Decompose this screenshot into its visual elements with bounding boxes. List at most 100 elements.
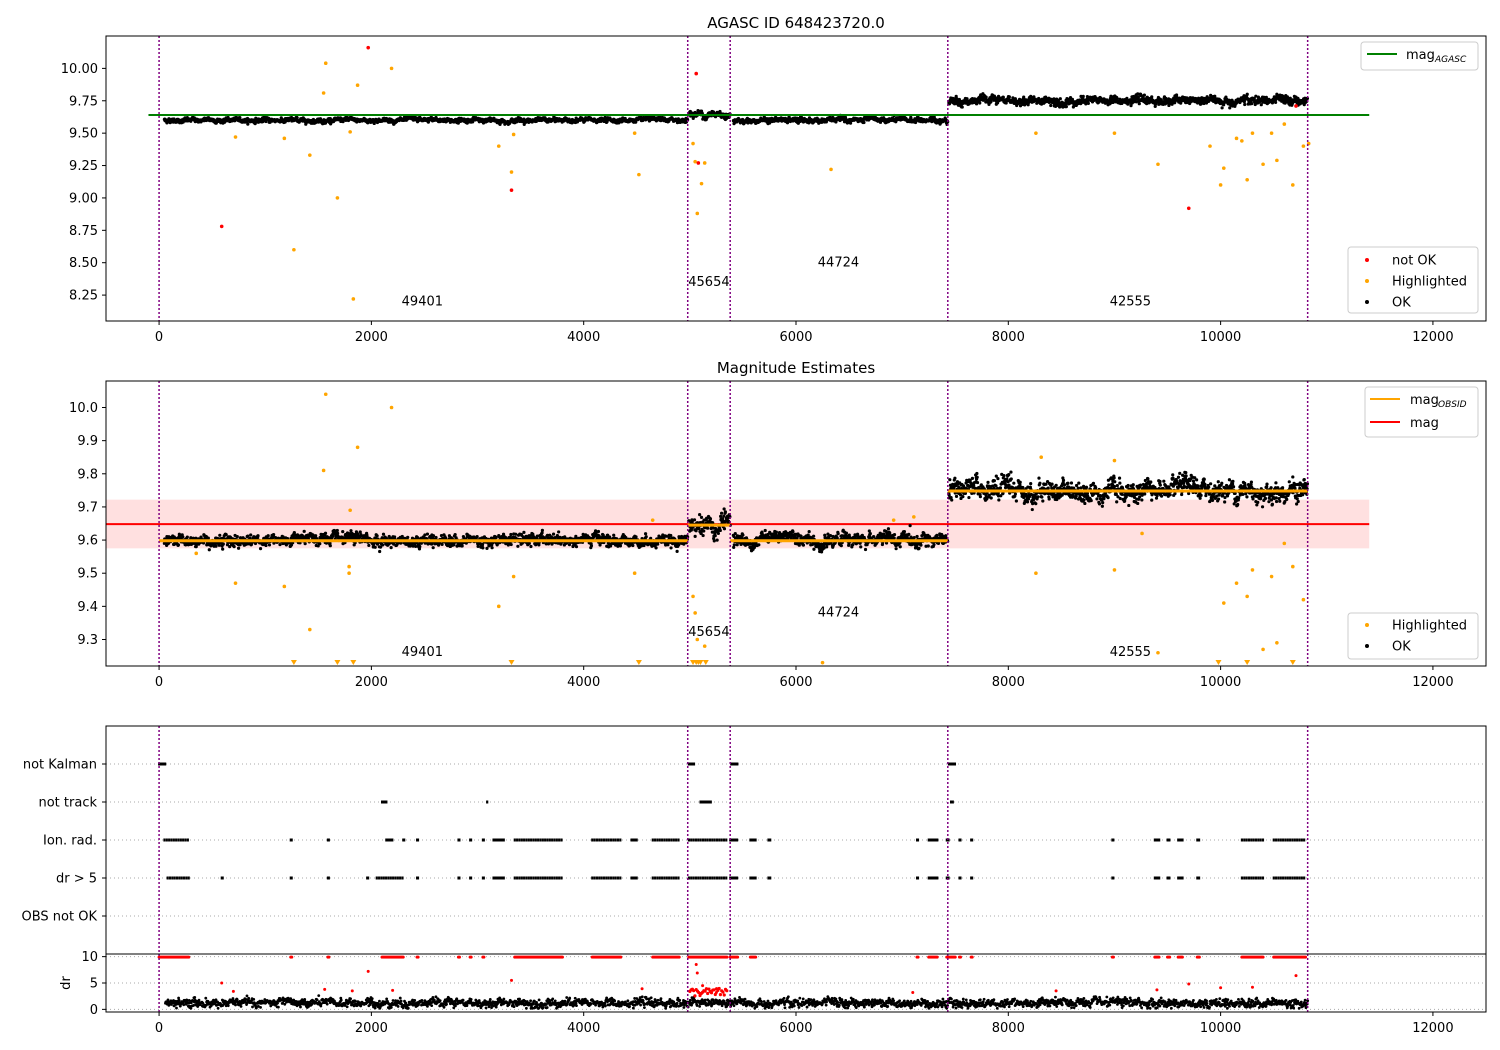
- highlighted-point: [1269, 131, 1274, 135]
- ok-point: [960, 105, 964, 109]
- ok-point: [406, 535, 410, 539]
- ok-point: [185, 535, 189, 539]
- not-ok-point: [366, 45, 371, 50]
- y-tick-label: 9.50: [69, 127, 98, 142]
- ok-point: [349, 529, 353, 533]
- panel-magnitude-estimates: Magnitude Estimates494014565444724425550…: [69, 359, 1487, 690]
- highlighted-point: [693, 159, 697, 164]
- highlighted-point: [335, 196, 340, 200]
- ok-point: [1064, 104, 1068, 109]
- highlighted-point: [1261, 162, 1265, 167]
- ok-point: [258, 547, 263, 551]
- highlighted-point: [355, 83, 360, 88]
- obsid-label: 45654: [688, 275, 729, 290]
- highlighted-point: [632, 131, 637, 135]
- highlighted-point: [1208, 144, 1212, 148]
- ok-point: [341, 530, 345, 534]
- ok-series: [162, 92, 1310, 127]
- legend-marker: [1365, 258, 1369, 262]
- highlighted-point: [292, 247, 296, 252]
- ok-point: [256, 534, 260, 538]
- ok-point: [323, 531, 328, 535]
- highlighted-point: [1245, 177, 1249, 182]
- highlighted-point: [637, 172, 641, 177]
- ok-point: [393, 535, 397, 539]
- ok-point: [1245, 92, 1249, 96]
- ok-point: [295, 116, 299, 120]
- ok-point: [978, 101, 982, 105]
- highlighted-point: [351, 297, 356, 301]
- highlighted-point: [1234, 136, 1239, 141]
- highlighted-point: [1250, 131, 1255, 135]
- highlighted-point: [1112, 131, 1117, 135]
- ok-point: [485, 546, 489, 550]
- obsid-label: 44724: [818, 256, 859, 271]
- ok-point: [475, 535, 479, 539]
- ok-point: [1150, 95, 1154, 99]
- highlighted-point: [1282, 122, 1287, 126]
- highlighted-point: [233, 135, 238, 139]
- legend-line-label: mag: [1406, 48, 1435, 63]
- ok-point: [516, 544, 520, 548]
- highlighted-point: [1291, 183, 1295, 187]
- ok-point: [434, 535, 438, 540]
- ok-point: [380, 543, 385, 547]
- x-tick-label: 2000: [355, 330, 388, 345]
- highlighted-point: [389, 66, 394, 71]
- ok-point: [335, 528, 339, 533]
- obsid-label: 42555: [1110, 294, 1151, 309]
- highlighted-point: [699, 181, 704, 186]
- x-tick-label: 10000: [1200, 330, 1241, 345]
- highlighted-point: [1222, 166, 1226, 170]
- not-ok-point: [219, 224, 224, 229]
- ok-point: [426, 120, 430, 124]
- x-tick-label: 8000: [992, 330, 1025, 345]
- y-tick-label: 8.25: [69, 289, 98, 304]
- ok-point: [989, 100, 993, 104]
- y-tick-label: 9.75: [69, 94, 98, 109]
- highlighted-point: [1301, 144, 1306, 148]
- ok-point: [224, 533, 228, 537]
- highlighted-point: [321, 91, 326, 95]
- highlighted-point: [702, 161, 707, 165]
- ok-point: [862, 120, 866, 125]
- ok-point: [1007, 95, 1011, 99]
- ok-point: [529, 544, 533, 549]
- ok-point: [984, 95, 988, 99]
- ok-point: [509, 542, 513, 547]
- ok-point: [540, 528, 544, 532]
- ok-point: [574, 545, 579, 549]
- highlighted-point: [348, 130, 352, 134]
- ok-point: [381, 532, 386, 536]
- ok-point: [249, 533, 253, 537]
- ok-point: [375, 534, 379, 538]
- ok-point: [235, 534, 239, 539]
- ok-point: [367, 543, 371, 548]
- y-tick-label: 9.25: [69, 159, 98, 174]
- ok-point: [302, 529, 306, 533]
- ok-point: [221, 547, 225, 551]
- ok-point: [278, 542, 282, 547]
- ok-point: [181, 535, 185, 539]
- x-tick-label: 12000: [1412, 330, 1453, 345]
- ok-point: [1049, 103, 1053, 108]
- legend-marker: [1365, 300, 1369, 304]
- x-tick-label: 4000: [567, 330, 600, 345]
- ok-point: [221, 542, 225, 546]
- ok-point: [460, 544, 464, 548]
- legend-line-subscript: AGASC: [1434, 55, 1467, 65]
- highlighted-point: [1275, 158, 1279, 163]
- ok-point: [1137, 102, 1141, 106]
- ok-point: [246, 122, 250, 126]
- ok-point: [264, 543, 268, 548]
- highlighted-point: [1156, 162, 1160, 167]
- x-tick-label: 6000: [779, 330, 812, 345]
- legend-label: OK: [1392, 296, 1411, 311]
- ok-point: [267, 543, 272, 547]
- ok-point: [1274, 100, 1278, 105]
- highlighted-point: [1240, 139, 1244, 143]
- ok-point: [425, 532, 430, 536]
- ok-point: [440, 542, 444, 546]
- ok-point: [509, 532, 513, 537]
- ok-point: [206, 536, 210, 540]
